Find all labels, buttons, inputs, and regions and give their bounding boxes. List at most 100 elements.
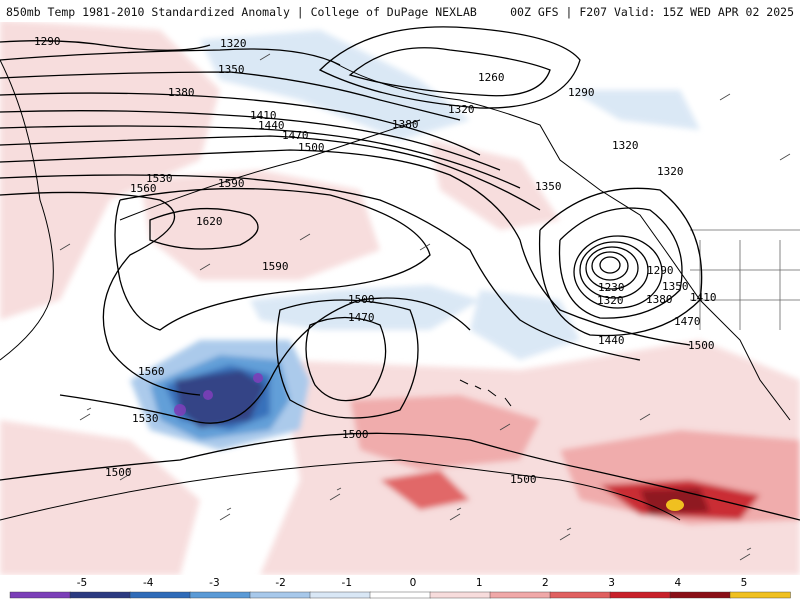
contour-label: 1470 — [282, 129, 309, 142]
height-contours — [0, 26, 800, 521]
low-center-ring-2 — [591, 251, 629, 281]
contour-1620 — [149, 207, 259, 250]
cool-anomaly-north — [200, 30, 470, 140]
contour-label: 1500 — [688, 339, 715, 352]
contour-label: 1320 — [657, 165, 684, 178]
contour-label: 1620 — [196, 215, 223, 228]
contour-1260 — [348, 47, 551, 97]
low-center-ring-5 — [573, 235, 663, 309]
contour-label: 1500 — [105, 466, 132, 479]
contour-1560 — [0, 191, 201, 396]
contour-label: 1500 — [342, 428, 369, 441]
contour-1440 — [0, 125, 521, 189]
contour-label: 1320 — [448, 103, 475, 116]
contour-label: 1500 — [298, 141, 325, 154]
contour-label: 1230 — [598, 281, 625, 294]
colorbar-tick-label: 1 — [476, 577, 483, 589]
contour-label: 1350 — [218, 63, 245, 76]
low-center-ring-3 — [585, 246, 639, 290]
asia-coast — [0, 59, 54, 361]
contour-1500-south — [0, 432, 800, 521]
colorbar-tick-label: -3 — [209, 577, 219, 589]
contour-label: 1290 — [568, 86, 595, 99]
cool-anomaly-extreme-2 — [203, 390, 213, 400]
map-canvas: 1290 1320 1350 1380 1410 1440 1470 1500 … — [0, 20, 800, 575]
low-center-ring-1 — [599, 256, 621, 274]
colorbar-tick-label: 5 — [741, 577, 748, 589]
contour-label: 1290 — [647, 264, 674, 277]
contour-1470 — [0, 135, 541, 211]
colorbar-swatch — [609, 591, 671, 599]
cool-anomaly-extreme-1 — [174, 404, 186, 416]
colorbar-swatch — [129, 591, 191, 599]
colorbar-swatches — [9, 591, 791, 599]
contour-1500 — [0, 149, 691, 346]
contour-label: 1290 — [34, 35, 61, 48]
equatorial-coast — [0, 459, 681, 521]
contour-1380 — [0, 92, 481, 156]
anomaly-colorbar: -5 -4 -3 -2 -1 0 1 2 3 4 5 — [9, 577, 791, 599]
low-outer-2 — [538, 187, 703, 337]
contour-1530-south — [59, 297, 471, 424]
cool-anomaly-extreme-3 — [253, 373, 263, 383]
contour-1500-low — [276, 299, 419, 419]
colorbar-swatch — [309, 591, 371, 599]
colorbar-swatch — [489, 591, 551, 599]
cool-anomaly-northeast — [570, 90, 700, 130]
colorbar-swatch — [729, 591, 791, 599]
contour-label: 1560 — [138, 365, 165, 378]
contour-label: 1320 — [612, 139, 639, 152]
colorbar-tick-label: 2 — [542, 577, 549, 589]
contour-label: 1590 — [218, 177, 245, 190]
map-header: 850mb Temp 1981-2010 Standardized Anomal… — [0, 0, 800, 22]
colorbar-swatch — [9, 591, 71, 599]
contour-1290-west — [0, 40, 211, 51]
contour-label: 1530 — [132, 412, 159, 425]
contour-1290-north — [318, 26, 581, 109]
contour-label: 1470 — [348, 311, 375, 324]
contour-label: 1350 — [535, 180, 562, 193]
cool-anomaly-gulf — [470, 290, 580, 360]
warm-anomaly-center — [140, 170, 380, 280]
colorbar-tick-label: 3 — [608, 577, 615, 589]
colorbar-tick-label: -4 — [143, 577, 154, 589]
anomaly-shading — [0, 20, 800, 575]
contour-label: 1440 — [598, 334, 625, 347]
colorbar-swatch — [249, 591, 311, 599]
run-valid-time: 00Z GFS | F207 Valid: 15Z WED APR 02 202… — [510, 5, 794, 19]
state-lines — [690, 240, 800, 330]
contour-1410 — [0, 110, 501, 171]
contour-1590 — [114, 187, 431, 331]
contour-label: 1380 — [392, 118, 419, 131]
colorbar-swatch — [369, 591, 431, 599]
colorbar-swatch — [189, 591, 251, 599]
contour-1470-low — [305, 316, 387, 402]
cool-anomaly-band — [250, 285, 480, 330]
alaska-coastline — [329, 59, 791, 421]
contour-label: 1380 — [168, 86, 195, 99]
low-center-ring-4 — [579, 241, 649, 299]
contour-label: 1410 — [690, 291, 717, 304]
colorbar-swatch — [669, 591, 731, 599]
contour-label: 1380 — [646, 293, 673, 306]
contour-label: 1440 — [258, 119, 285, 132]
colorbar-swatch — [69, 591, 131, 599]
colorbar-tick-label: -5 — [77, 577, 87, 589]
colorbar-tick-label: 0 — [410, 577, 417, 589]
contour-label: 1320 — [220, 37, 247, 50]
contour-label: 1590 — [262, 260, 289, 273]
colorbar-swatch — [429, 591, 491, 599]
contour-label: 1410 — [250, 109, 277, 122]
contour-1530 — [0, 174, 641, 361]
map-title: 850mb Temp 1981-2010 Standardized Anomal… — [6, 5, 477, 19]
contour-1350 — [0, 71, 461, 121]
contour-label: 1260 — [478, 71, 505, 84]
political-boundaries — [690, 229, 800, 330]
low-outer-1 — [558, 207, 683, 319]
hawaii-islands — [459, 379, 512, 407]
colorbar-swatch — [549, 591, 611, 599]
contour-label: 1500 — [510, 473, 537, 486]
warm-anomaly-peak — [666, 499, 684, 511]
contour-label: 1350 — [662, 280, 689, 293]
